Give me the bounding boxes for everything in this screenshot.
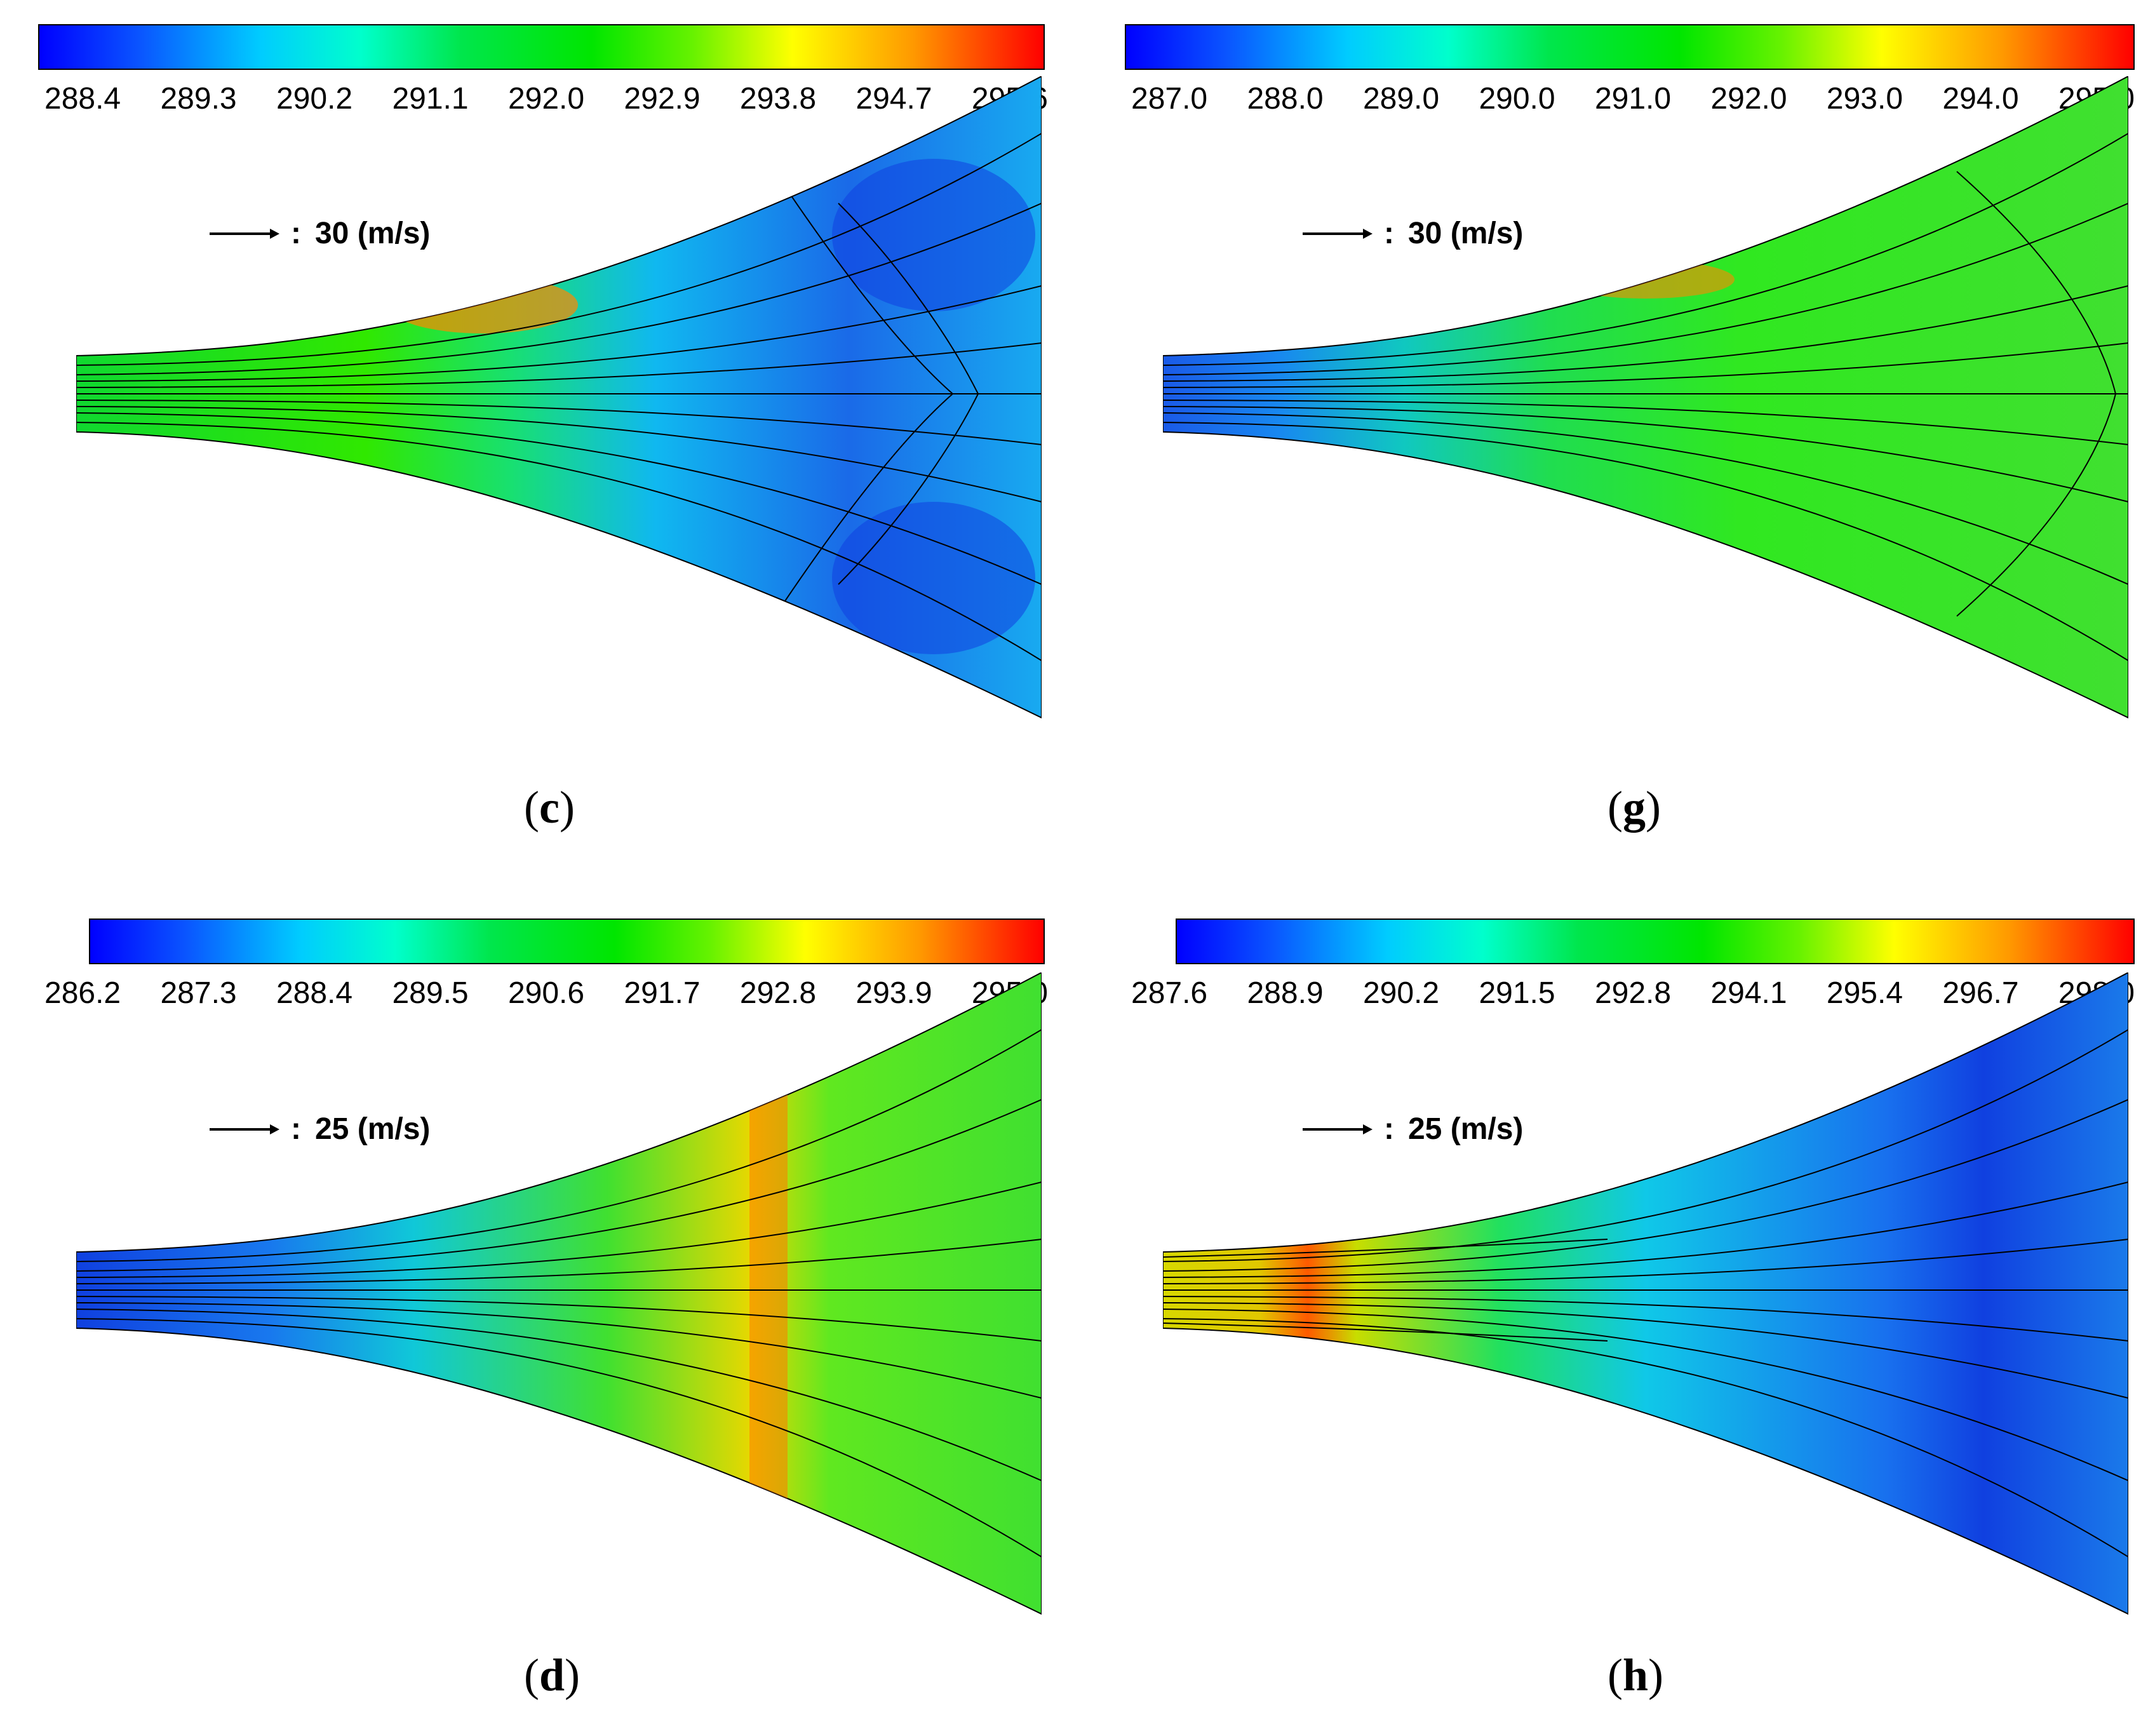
tick: 290.2: [1362, 976, 1440, 1010]
flow-field-d: [76, 972, 1042, 1615]
panel-caption-c: (c): [524, 782, 575, 833]
tick: 290.2: [276, 82, 353, 116]
tick: 291.0: [1594, 82, 1672, 116]
tick: 288.0: [1247, 82, 1324, 116]
flow-domain: [1163, 76, 2128, 719]
tick: 290.0: [1479, 82, 1555, 116]
tick: 286.2: [44, 976, 121, 1010]
tick: 292.8: [739, 976, 817, 1010]
vector-scale-label: 25 (m/s): [1407, 1112, 1524, 1146]
tick: 294.1: [1710, 976, 1787, 1010]
colorbar-g: [1125, 24, 2135, 70]
hot-spot: [1557, 260, 1735, 299]
tick: 293.9: [856, 976, 932, 1010]
tick: 294.7: [856, 82, 932, 116]
panel-caption-h: (h): [1608, 1650, 1664, 1700]
flow-domain: [1163, 972, 2128, 1615]
arrow-icon: [210, 1124, 279, 1134]
tick: 289.3: [160, 82, 237, 116]
tick: 287.3: [160, 976, 237, 1010]
tick: 292.9: [624, 82, 701, 116]
legend-colon: :: [291, 1112, 301, 1146]
panel-d: 286.2 287.3 288.4 289.5 290.6 291.7 292.…: [0, 868, 1074, 1736]
legend-colon: :: [1384, 1112, 1394, 1146]
hot-spot: [387, 276, 578, 333]
colorbar-c: [38, 24, 1045, 70]
arrow-icon: [210, 228, 279, 239]
flow-field-g: [1163, 76, 2128, 719]
tick: 288.4: [44, 82, 121, 116]
vector-scale-label: 25 (m/s): [314, 1112, 431, 1146]
vector-scale-label: 30 (m/s): [1407, 217, 1524, 250]
legend-colon: :: [1384, 217, 1394, 250]
panel-g: 287.0 288.0 289.0 290.0 291.0 292.0 293.…: [1074, 0, 2148, 868]
tick: 292.8: [1594, 976, 1672, 1010]
vector-scale-label: 30 (m/s): [314, 217, 431, 250]
vector-legend-d: : 25 (m/s): [210, 1112, 430, 1147]
tick: 292.0: [1710, 82, 1787, 116]
tick: 294.0: [1942, 82, 2019, 116]
vector-legend-g: : 30 (m/s): [1303, 216, 1523, 251]
tick: 296.7: [1942, 976, 2019, 1010]
panel-caption-d: (d): [524, 1650, 581, 1700]
panel-c: 288.4 289.3 290.2 291.1 292.0 292.9 293.…: [0, 0, 1074, 868]
panel-h: 287.6 288.9 290.2 291.5 292.8 294.1 295.…: [1074, 868, 2148, 1736]
tick: 291.5: [1479, 976, 1555, 1010]
tick: 291.7: [624, 976, 701, 1010]
tick: 291.1: [392, 82, 469, 116]
flow-field-h: [1163, 972, 2128, 1615]
colorbar-h: [1176, 918, 2135, 964]
cold-spot: [832, 502, 1035, 654]
tick: 287.6: [1131, 976, 1208, 1010]
panel-caption-g: (g): [1608, 782, 1661, 833]
colorbar-ticks-c: 288.4 289.3 290.2 291.1 292.0 292.9 293.…: [44, 81, 1048, 116]
hot-band: [749, 972, 788, 1614]
tick: 288.9: [1247, 976, 1324, 1010]
tick: 295.4: [1826, 976, 1903, 1010]
vector-legend-c: : 30 (m/s): [210, 216, 430, 251]
flow-domain: [76, 76, 1042, 719]
flow-field-c: [76, 76, 1042, 719]
flow-domain: [76, 972, 1042, 1615]
legend-colon: :: [291, 217, 301, 250]
cold-spot: [832, 159, 1035, 311]
arrow-icon: [1303, 228, 1373, 239]
tick: 293.0: [1826, 82, 1903, 116]
tick: 289.5: [392, 976, 469, 1010]
tick: 288.4: [276, 976, 353, 1010]
tick: 289.0: [1362, 82, 1440, 116]
arrow-icon: [1303, 1124, 1373, 1134]
tick: 293.8: [739, 82, 817, 116]
vector-legend-h: : 25 (m/s): [1303, 1112, 1523, 1147]
colorbar-d: [89, 918, 1045, 964]
tick: 287.0: [1131, 82, 1208, 116]
tick: 290.6: [507, 976, 585, 1010]
tick: 292.0: [507, 82, 585, 116]
